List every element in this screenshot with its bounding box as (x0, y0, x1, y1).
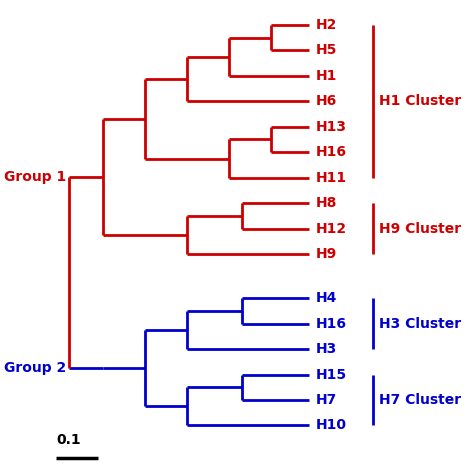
Text: H10: H10 (316, 419, 347, 432)
Text: H9: H9 (316, 247, 337, 261)
Text: H3: H3 (316, 342, 337, 356)
Text: H11: H11 (316, 171, 347, 185)
Text: H6: H6 (316, 94, 337, 108)
Text: H4: H4 (316, 291, 337, 305)
Text: H5: H5 (316, 44, 337, 57)
Text: H12: H12 (316, 221, 347, 236)
Text: H16: H16 (316, 317, 347, 331)
Text: H8: H8 (316, 196, 337, 210)
Text: Group 1: Group 1 (4, 170, 67, 184)
Text: H7: H7 (316, 393, 337, 407)
Text: H15: H15 (316, 368, 347, 382)
Text: Group 2: Group 2 (4, 361, 67, 375)
Text: H9 Cluster: H9 Cluster (379, 221, 461, 236)
Text: H16: H16 (316, 145, 347, 159)
Text: H1: H1 (316, 69, 337, 83)
Text: H13: H13 (316, 120, 347, 134)
Text: H7 Cluster: H7 Cluster (379, 393, 461, 407)
Text: H1 Cluster: H1 Cluster (379, 94, 461, 108)
Text: 0.1: 0.1 (56, 433, 81, 447)
Text: H3 Cluster: H3 Cluster (379, 317, 461, 331)
Text: H2: H2 (316, 18, 337, 32)
